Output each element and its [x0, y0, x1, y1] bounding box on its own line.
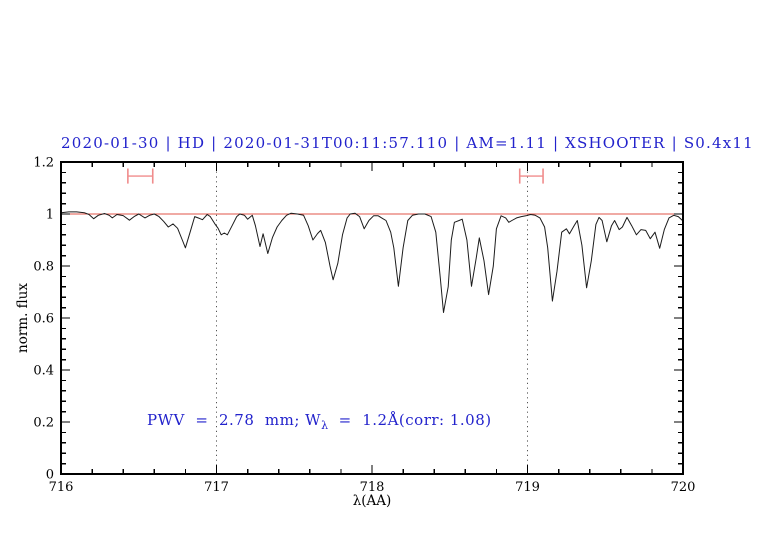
x-tick-label: 717 [204, 480, 229, 495]
pwv-annotation-prefix: PWV = 2.78 mm; W [147, 411, 322, 429]
x-tick-label: 719 [515, 480, 540, 495]
x-tick-labels: 716 717 718 719 720 [49, 480, 696, 495]
y-tick-label: 0.4 [33, 364, 54, 379]
lambda-subscript: λ [321, 419, 329, 432]
band-marker-2 [518, 168, 544, 184]
y-tick-labels: 0 0.2 0.4 0.6 0.8 1 1.2 [33, 156, 54, 483]
axis-ticks [60, 161, 684, 475]
plot-title: 2020-01-30 | HD | 2020-01-31T00:11:57.11… [61, 134, 754, 152]
y-tick-label: 1.2 [33, 156, 54, 171]
pwv-annotation: PWV = 2.78 mm; Wλ = 1.2Å(corr: 1.08) [147, 411, 492, 432]
x-tick-label: 716 [49, 480, 74, 495]
y-tick-label: 0.8 [33, 260, 54, 275]
y-tick-label: 0.2 [33, 416, 54, 431]
y-tick-label: 0.6 [33, 312, 54, 327]
x-tick-label: 718 [360, 480, 385, 495]
x-axis-label: λ(AA) [352, 493, 392, 509]
y-axis-label: norm. flux [15, 283, 31, 353]
y-tick-label: 0 [46, 468, 54, 483]
x-tick-label: 720 [671, 480, 696, 495]
spectrum-line [60, 211, 684, 313]
pwv-annotation-suffix: = 1.2Å(corr: 1.08) [328, 411, 492, 429]
y-tick-label: 1 [46, 208, 54, 223]
band-marker-1 [127, 168, 154, 184]
